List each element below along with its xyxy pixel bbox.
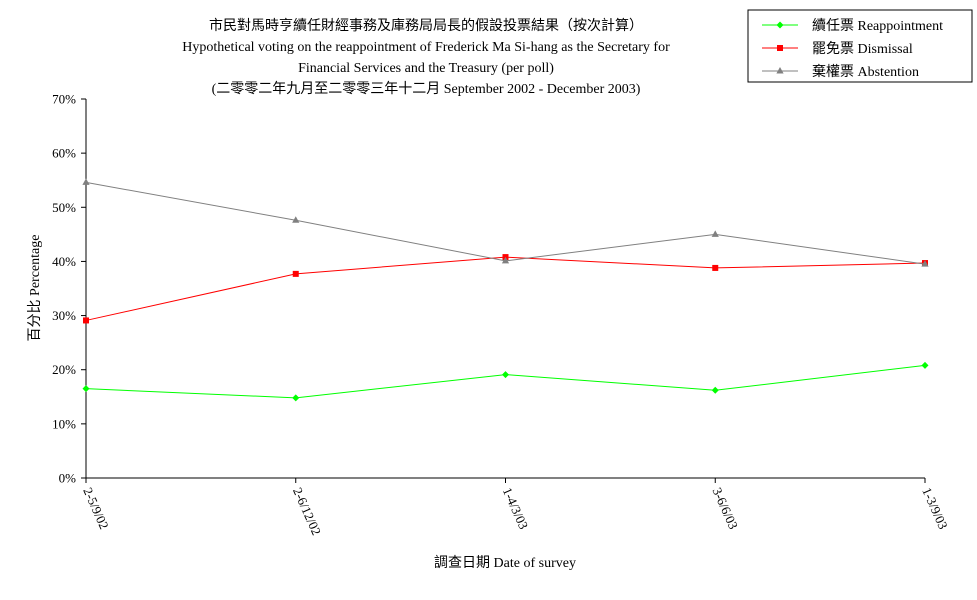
x-tick-label: 3-6/6/03 [710, 485, 742, 531]
legend-marker [776, 21, 784, 29]
y-tick-label: 0% [59, 471, 77, 486]
legend-marker [776, 67, 784, 74]
series-line [85, 256, 926, 321]
x-tick-label: 2-5/9/02 [80, 485, 112, 531]
x-tick-label: 1-3/9/03 [919, 485, 951, 531]
title-line-1: 市民對馬時亨續任財經事務及庫務局局長的假設投票結果（按次計算） [209, 17, 643, 34]
data-point [921, 361, 929, 369]
legend-item-1: 續任票 Reappointment [762, 18, 943, 34]
x-tick-label: 2-6/12/02 [290, 485, 324, 537]
series-3 [82, 178, 929, 267]
data-point [921, 260, 929, 267]
title-line-2: Hypothetical voting on the reappointment… [182, 40, 670, 55]
y-tick-label: 30% [52, 308, 76, 323]
series-line [85, 364, 926, 399]
data-point [82, 385, 90, 393]
data-point [292, 216, 300, 223]
legend-item-2: 罷免票 Dismissal [762, 41, 913, 57]
y-axis-title: 百分比 Percentage [27, 235, 43, 342]
y-tick-label: 60% [52, 146, 76, 161]
y-tick-label: 50% [52, 200, 76, 215]
legend-item-3: 棄權票 Abstention [762, 64, 919, 80]
chart-title: 市民對馬時亨續任財經事務及庫務局局長的假設投票結果（按次計算） Hypotheti… [182, 17, 670, 97]
series-2 [83, 254, 928, 324]
data-point [502, 371, 509, 379]
data-point [501, 256, 510, 264]
data-point [292, 394, 300, 402]
data-point [83, 317, 89, 324]
data-point [82, 178, 90, 185]
legend-label: 罷免票 Dismissal [812, 41, 913, 57]
axes: 0% 10% 20% 30% 40% 50% 60% 70% 2-5/9/02 2-6/12/02… [52, 92, 951, 538]
y-tick-label: 20% [52, 362, 76, 377]
title-line-3: Financial Services and the Treasury (per… [298, 61, 554, 76]
series-line [85, 181, 926, 265]
title-line-4: (二零零二年九月至二零零三年十二月 September 2002 - Decem… [212, 81, 641, 97]
series-1 [82, 361, 929, 402]
x-tick-label: 1-4/3/03 [500, 485, 532, 531]
legend-label: 棄權票 Abstention [812, 64, 919, 80]
data-point [711, 386, 719, 394]
data-point [712, 264, 719, 271]
legend: 續任票 Reappointment 罷免票 Dismissal 棄權票 Absten… [747, 9, 973, 83]
data-point [292, 270, 299, 277]
y-tick-label: 10% [52, 416, 76, 431]
legend-label: 續任票 Reappointment [812, 18, 943, 34]
data-point [711, 230, 719, 237]
legend-box [747, 9, 973, 83]
y-tick-label: 40% [52, 254, 76, 269]
x-axis-title: 調查日期 Date of survey [434, 555, 576, 571]
legend-marker [777, 45, 783, 51]
y-tick-label: 70% [52, 92, 76, 107]
series-lines [82, 178, 929, 402]
